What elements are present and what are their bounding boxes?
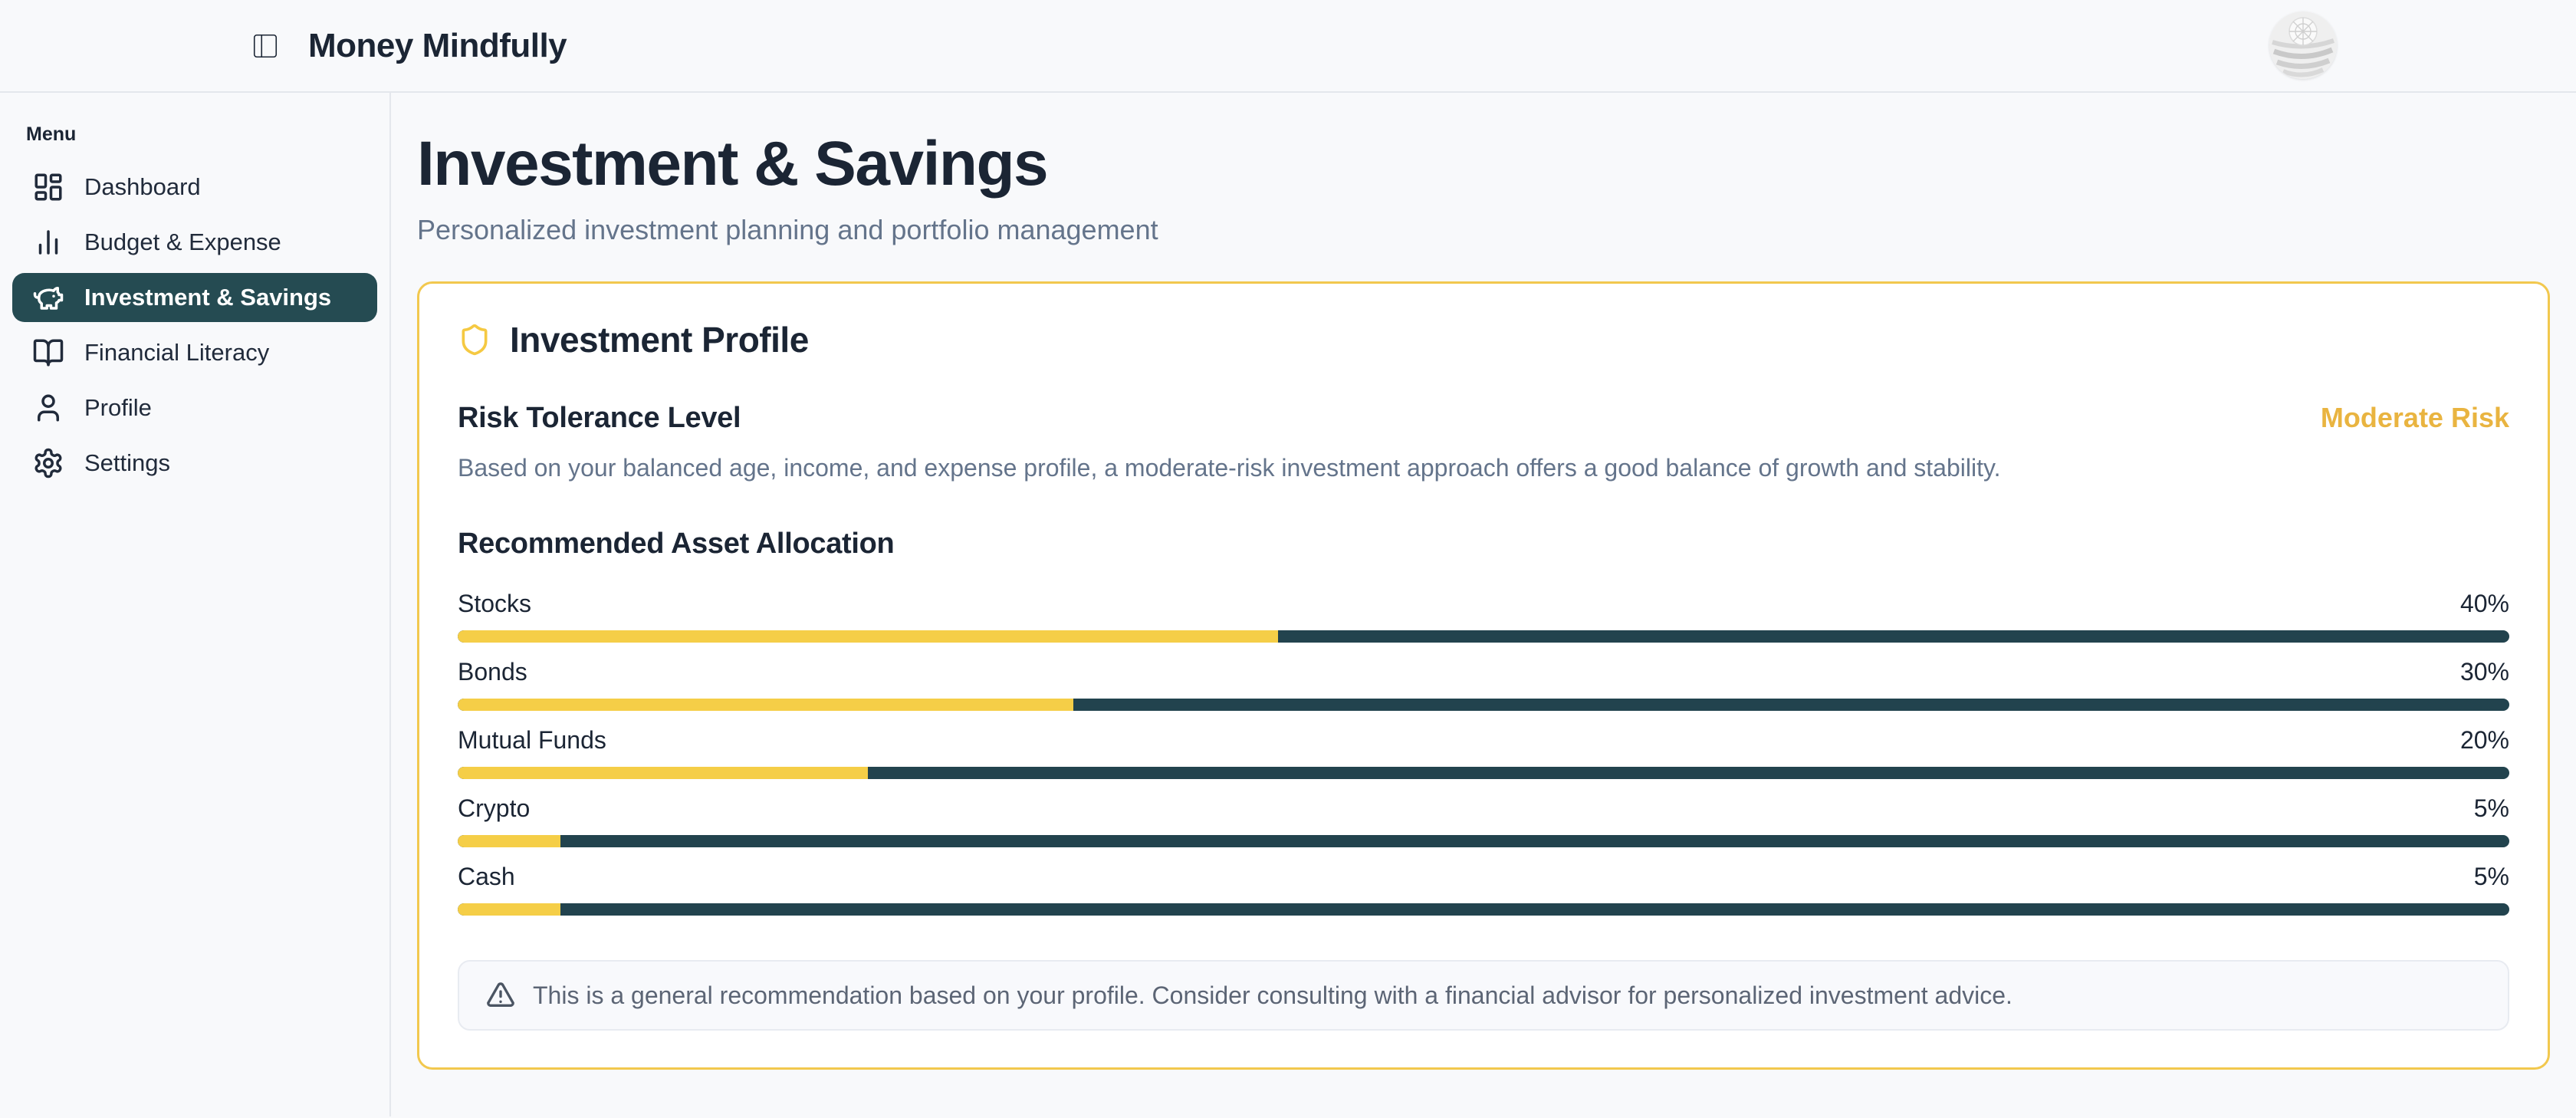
sidebar-item-label: Financial Literacy [84,339,270,366]
allocation-bar-fill [458,903,560,916]
disclaimer-text: This is a general recommendation based o… [533,981,2013,1009]
disclaimer-note: This is a general recommendation based o… [458,960,2509,1031]
allocation-row-crypto: Crypto 5% [458,794,2509,848]
sidebar: Menu Dashboard Budget & Expense Investme… [0,93,391,1116]
allocation-bar [458,835,2509,848]
sidebar-item-label: Investment & Savings [84,284,332,311]
allocation-bar [458,699,2509,712]
sidebar-item-profile[interactable]: Profile [12,383,377,432]
allocation-bar [458,767,2509,780]
sidebar-item-dashboard[interactable]: Dashboard [12,163,377,212]
sidebar-item-budget-expense[interactable]: Budget & Expense [12,218,377,267]
allocation-bar-fill [458,835,560,848]
warning-triangle-icon [487,982,514,1008]
dashboard-icon [34,173,62,201]
allocation-percent: 5% [2473,794,2509,823]
card-header: Investment Profile [458,319,2509,360]
gear-icon [34,448,62,478]
sidebar-section-label: Menu [26,123,77,145]
allocation-percent: 5% [2473,863,2509,891]
allocation-label: Stocks [458,590,532,618]
allocation-bar [458,630,2509,643]
allocation-percent: 30% [2459,658,2509,686]
risk-description: Based on your balanced age, income, and … [458,454,2001,482]
allocation-label: Bonds [458,658,527,686]
allocation-label: Cash [458,863,515,891]
allocation-label: Crypto [458,794,531,823]
sidebar-item-settings[interactable]: Settings [12,439,377,488]
allocation-bar-fill [458,699,1073,712]
allocation-row-cash: Cash 5% [458,863,2509,916]
panel-left-icon [253,34,278,58]
allocation-list: Stocks 40% Bonds 30% [458,590,2509,916]
allocation-bar [458,903,2509,916]
risk-level-badge: Moderate Risk [2320,402,2509,433]
app-title: Money Mindfully [308,26,567,64]
page-title: Investment & Savings [417,129,1049,199]
shield-icon [462,324,488,356]
main-content: Investment & Savings Personalized invest… [391,93,2576,1116]
piggy-bank-icon [33,287,64,310]
allocation-label: Mutual Funds [458,726,606,755]
sidebar-item-financial-literacy[interactable]: Financial Literacy [12,328,377,377]
app-header: Money Mindfully [0,0,2576,93]
sidebar-item-label: Budget & Expense [84,229,281,255]
allocation-heading: Recommended Asset Allocation [458,528,895,561]
allocation-row-mutual-funds: Mutual Funds 20% [458,726,2509,780]
allocation-bar-fill [458,630,1279,643]
avatar[interactable] [2269,12,2337,79]
bar-chart-icon [38,230,58,255]
risk-tolerance-heading: Risk Tolerance Level [458,402,741,434]
page-subtitle: Personalized investment planning and por… [417,214,1158,245]
sidebar-item-investment-savings[interactable]: Investment & Savings [12,273,377,322]
sidebar-item-label: Settings [84,449,171,476]
allocation-row-bonds: Bonds 30% [458,658,2509,712]
allocation-percent: 20% [2459,726,2509,755]
allocation-percent: 40% [2459,590,2509,618]
book-open-icon [33,339,64,367]
allocation-row-stocks: Stocks 40% [458,590,2509,643]
card-title: Investment Profile [510,320,809,360]
investment-profile-card: Investment Profile Risk Tolerance Level … [417,281,2550,1070]
risk-tolerance-row: Risk Tolerance Level Moderate Risk [458,402,2509,435]
sidebar-item-label: Profile [84,394,152,421]
sidebar-item-label: Dashboard [84,173,201,200]
user-icon [38,394,59,422]
profile-photo-avatar [2269,12,2337,79]
sidebar-toggle-button[interactable] [247,28,284,64]
allocation-bar-fill [458,767,869,780]
